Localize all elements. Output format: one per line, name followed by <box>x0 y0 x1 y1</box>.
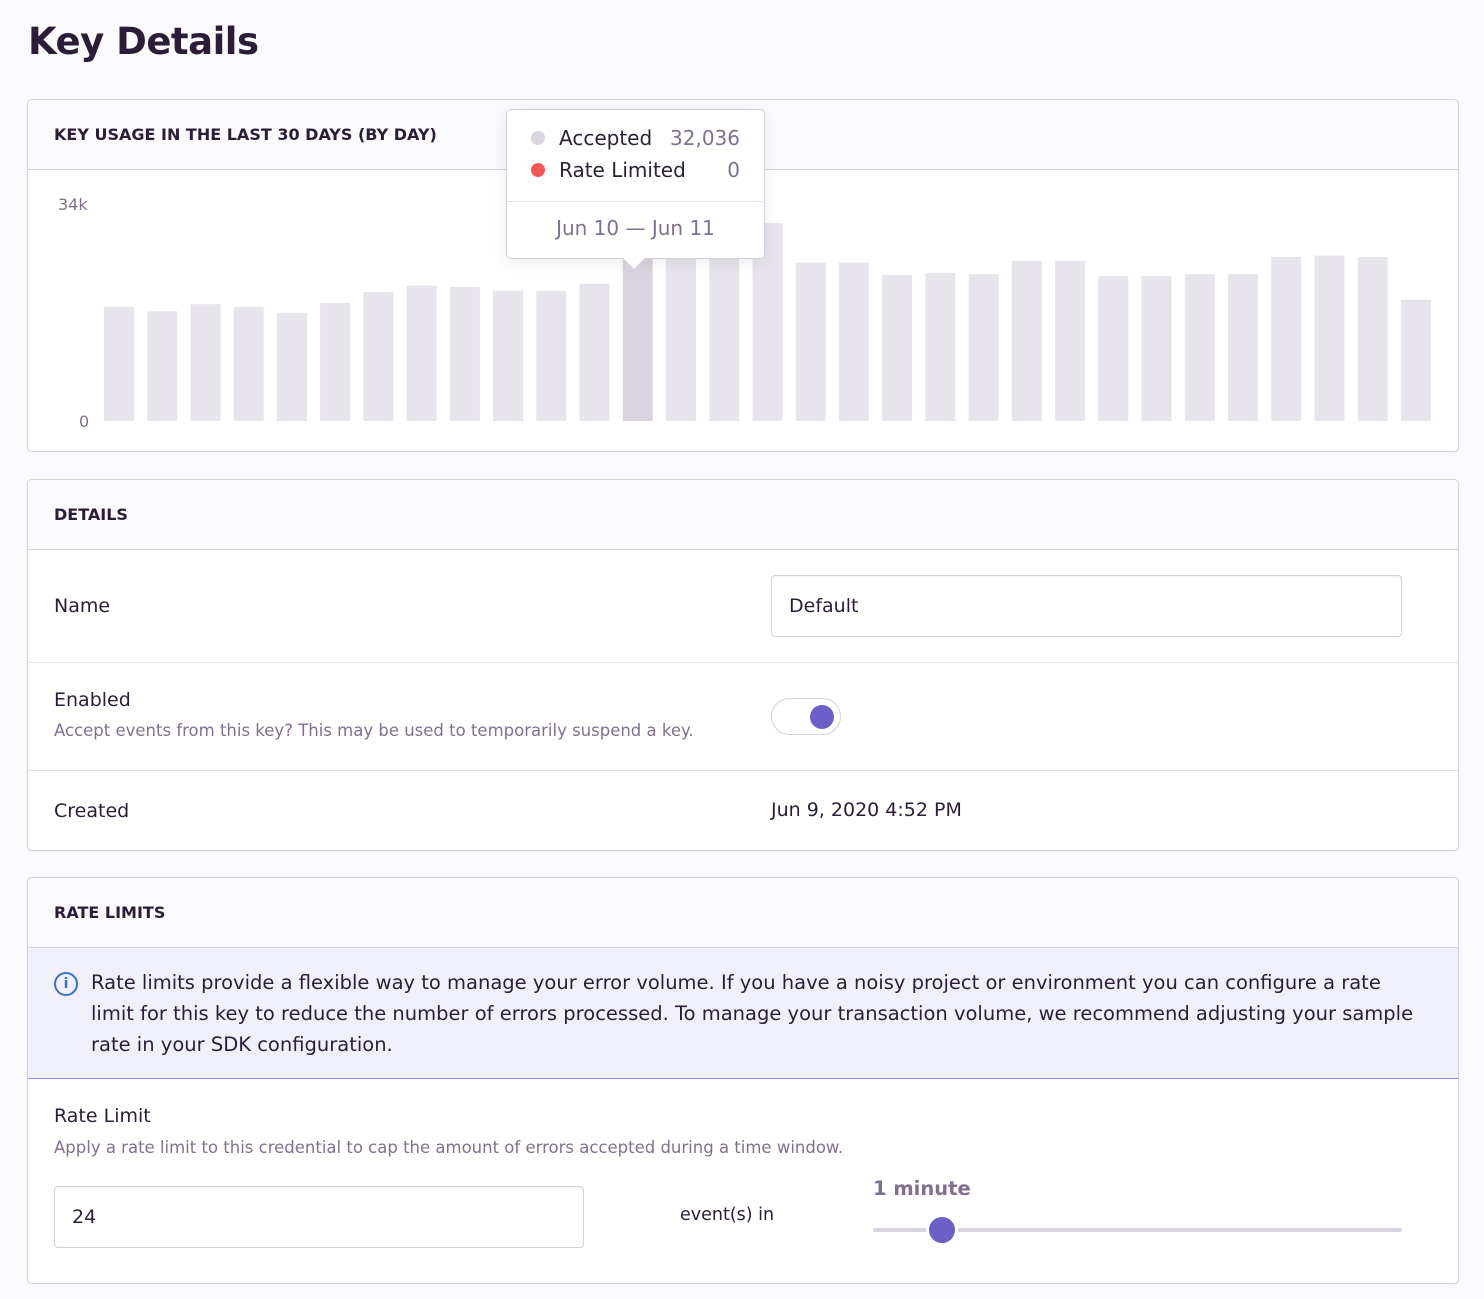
usage-bar[interactable] <box>493 290 524 421</box>
usage-bar[interactable] <box>795 262 826 421</box>
rate-limits-panel-title: RATE LIMITS <box>28 878 1458 948</box>
enabled-row: Enabled Accept events from this key? Thi… <box>28 663 1458 771</box>
tooltip-divider <box>507 201 764 202</box>
rate-limit-count-input[interactable]: 24 <box>54 1186 584 1248</box>
window-slider[interactable] <box>873 1214 1402 1246</box>
usage-bar[interactable] <box>1011 260 1042 421</box>
name-row: Name Default <box>28 550 1458 663</box>
usage-bar[interactable] <box>449 286 480 421</box>
y-tick-max: 34k <box>58 195 88 214</box>
toggle-knob <box>810 705 834 729</box>
usage-bar[interactable] <box>190 304 221 421</box>
usage-bar[interactable] <box>579 283 610 421</box>
rate-limit-help: Apply a rate limit to this credential to… <box>54 1138 844 1157</box>
page-title: Key Details <box>28 20 259 63</box>
usage-bar[interactable] <box>838 262 869 421</box>
usage-chart: 34k 0 <box>58 195 1431 431</box>
window-value-label: 1 minute <box>873 1177 971 1200</box>
slider-handle[interactable] <box>925 1214 958 1246</box>
name-label: Name <box>54 595 111 617</box>
tooltip-rate-limited: Rate Limited 0 <box>531 158 740 182</box>
usage-bar[interactable] <box>276 313 307 421</box>
usage-bar[interactable] <box>968 274 999 421</box>
info-text: Rate limits provide a flexible way to ma… <box>91 971 1414 1056</box>
usage-bar[interactable] <box>1357 256 1388 421</box>
y-tick-zero: 0 <box>79 412 89 431</box>
rate-limit-info-alert: i Rate limits provide a flexible way to … <box>28 948 1458 1079</box>
tooltip-accepted-label: Accepted <box>559 126 653 150</box>
tooltip-accepted-value: 32,036 <box>670 126 740 150</box>
details-panel-title: DETAILS <box>28 480 1458 550</box>
tooltip-accepted: Accepted 32,036 <box>531 126 740 150</box>
info-icon: i <box>54 972 78 996</box>
enabled-toggle[interactable] <box>771 698 841 735</box>
usage-bar[interactable] <box>925 272 956 421</box>
usage-bar[interactable] <box>1141 276 1172 421</box>
usage-bar[interactable] <box>233 306 264 421</box>
rate-limit-row: Rate Limit Apply a rate limit to this cr… <box>28 1079 1458 1284</box>
tooltip-rate-limited-label: Rate Limited <box>559 158 686 182</box>
chart-tooltip: Accepted 32,036 Rate Limited 0 Jun 10 — … <box>506 109 765 271</box>
usage-bar[interactable] <box>1400 299 1431 421</box>
usage-bar[interactable] <box>147 311 178 421</box>
rate-limit-label: Rate Limit <box>54 1105 151 1127</box>
usage-bar[interactable] <box>1184 274 1215 421</box>
usage-bar[interactable] <box>1098 276 1129 421</box>
enabled-help: Accept events from this key? This may be… <box>54 721 694 740</box>
usage-bar[interactable] <box>1227 274 1258 421</box>
tooltip-date-range: Jun 10 — Jun 11 <box>556 216 715 240</box>
usage-bar[interactable] <box>363 292 394 421</box>
usage-bar[interactable] <box>536 290 567 421</box>
usage-bar[interactable] <box>1314 255 1345 421</box>
usage-bar[interactable] <box>104 306 134 421</box>
name-input[interactable]: Default <box>771 575 1402 637</box>
rate-limits-panel: RATE LIMITS i Rate limits provide a flex… <box>27 877 1459 1284</box>
events-in-label: event(s) in <box>680 1205 775 1225</box>
usage-panel: KEY USAGE IN THE LAST 30 DAYS (BY DAY) 3… <box>27 99 1459 452</box>
created-label: Created <box>54 800 130 822</box>
tooltip-rate-limited-value: 0 <box>727 158 740 182</box>
usage-bar[interactable] <box>320 302 351 421</box>
usage-bar[interactable] <box>882 274 913 421</box>
details-panel: DETAILS Name Default Enabled Accept even… <box>27 479 1459 851</box>
created-row: Created Jun 9, 2020 4:52 PM <box>28 771 1458 851</box>
usage-bar[interactable] <box>1271 256 1302 421</box>
usage-bar[interactable] <box>406 285 437 421</box>
accepted-dot-icon <box>531 131 545 145</box>
enabled-label: Enabled <box>54 689 131 711</box>
rate-limited-dot-icon <box>531 163 545 177</box>
usage-bar[interactable] <box>1055 260 1086 421</box>
created-value: Jun 9, 2020 4:52 PM <box>771 799 962 821</box>
